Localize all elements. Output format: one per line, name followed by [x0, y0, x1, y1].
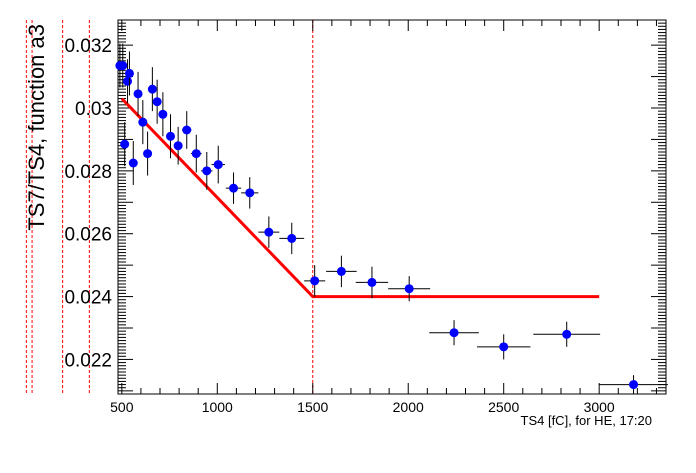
point-marker	[118, 61, 128, 71]
point-marker	[173, 141, 183, 151]
x-tick-label: 2500	[488, 399, 519, 415]
point-marker	[336, 266, 346, 276]
data-point	[128, 141, 138, 185]
x-axis-title: TS4 [fC], for HE, 17:20	[521, 413, 653, 428]
data-point	[120, 122, 130, 167]
point-marker	[166, 131, 176, 141]
data-point	[326, 255, 357, 288]
data-point	[279, 222, 305, 255]
point-marker	[133, 89, 143, 99]
data-point	[147, 67, 157, 112]
data-point	[304, 265, 326, 297]
y-ticks: 0.022 0.024 0.026 0.028 0.03 0.032	[64, 19, 666, 392]
x-tick-label: 1000	[202, 399, 233, 415]
point-marker	[123, 76, 133, 86]
data-point	[181, 111, 192, 149]
data-point	[173, 126, 183, 165]
y-tick-label: 0.024	[64, 288, 112, 309]
data-point	[241, 177, 259, 209]
y-axis-title: TS7/TS4, function a3	[24, 24, 49, 231]
y-tick-label: 0.032	[64, 36, 112, 57]
x-tick-label: 500	[110, 399, 134, 415]
point-marker	[128, 158, 138, 168]
point-marker	[499, 342, 509, 352]
data-points	[115, 43, 668, 394]
plot-frame	[117, 19, 667, 395]
data-point	[355, 266, 389, 299]
data-point	[152, 79, 162, 124]
point-marker	[147, 84, 157, 94]
y-tick-label: 0.026	[64, 225, 112, 246]
data-point	[138, 100, 148, 145]
data-point	[258, 216, 280, 248]
data-point	[388, 276, 431, 302]
fit-line-group	[120, 97, 600, 299]
point-marker	[213, 160, 223, 170]
x-ticks: 500 1000 1500 2000 2500 3000	[110, 20, 657, 415]
point-marker	[143, 149, 153, 159]
data-point	[201, 152, 213, 190]
data-point	[211, 145, 225, 184]
data-point	[143, 131, 153, 176]
data-point	[158, 92, 168, 137]
data-point	[118, 43, 128, 88]
point-marker	[245, 188, 255, 198]
data-point	[133, 71, 143, 116]
point-marker	[404, 284, 414, 294]
point-marker	[152, 97, 162, 107]
point-marker	[629, 380, 639, 390]
data-point	[429, 320, 479, 346]
point-marker	[310, 276, 320, 286]
y-tick-label: 0.03	[75, 99, 112, 120]
y-tick-label: 0.022	[64, 350, 112, 371]
data-point	[533, 321, 601, 347]
x-tick-label: 2000	[393, 399, 424, 415]
vertical-markers	[25, 20, 314, 394]
data-point	[599, 375, 668, 394]
point-marker	[562, 329, 572, 339]
y-tick-label: 0.028	[64, 162, 112, 183]
fit-line	[120, 97, 600, 299]
point-marker	[287, 233, 297, 243]
data-point	[166, 114, 176, 159]
point-marker	[182, 125, 192, 135]
point-marker	[158, 109, 168, 119]
point-marker	[202, 166, 212, 176]
point-marker	[191, 149, 201, 159]
point-marker	[367, 277, 377, 287]
x-tick-label: 1500	[297, 399, 328, 415]
point-marker	[138, 117, 148, 127]
data-point	[124, 51, 134, 96]
data-point	[476, 334, 531, 360]
x-tick-label: 3000	[584, 399, 615, 415]
point-marker	[124, 68, 134, 78]
data-point	[190, 134, 202, 173]
point-marker	[264, 227, 274, 237]
data-point	[225, 172, 242, 204]
point-marker	[229, 183, 239, 193]
point-marker	[120, 139, 130, 149]
point-marker	[449, 328, 459, 338]
